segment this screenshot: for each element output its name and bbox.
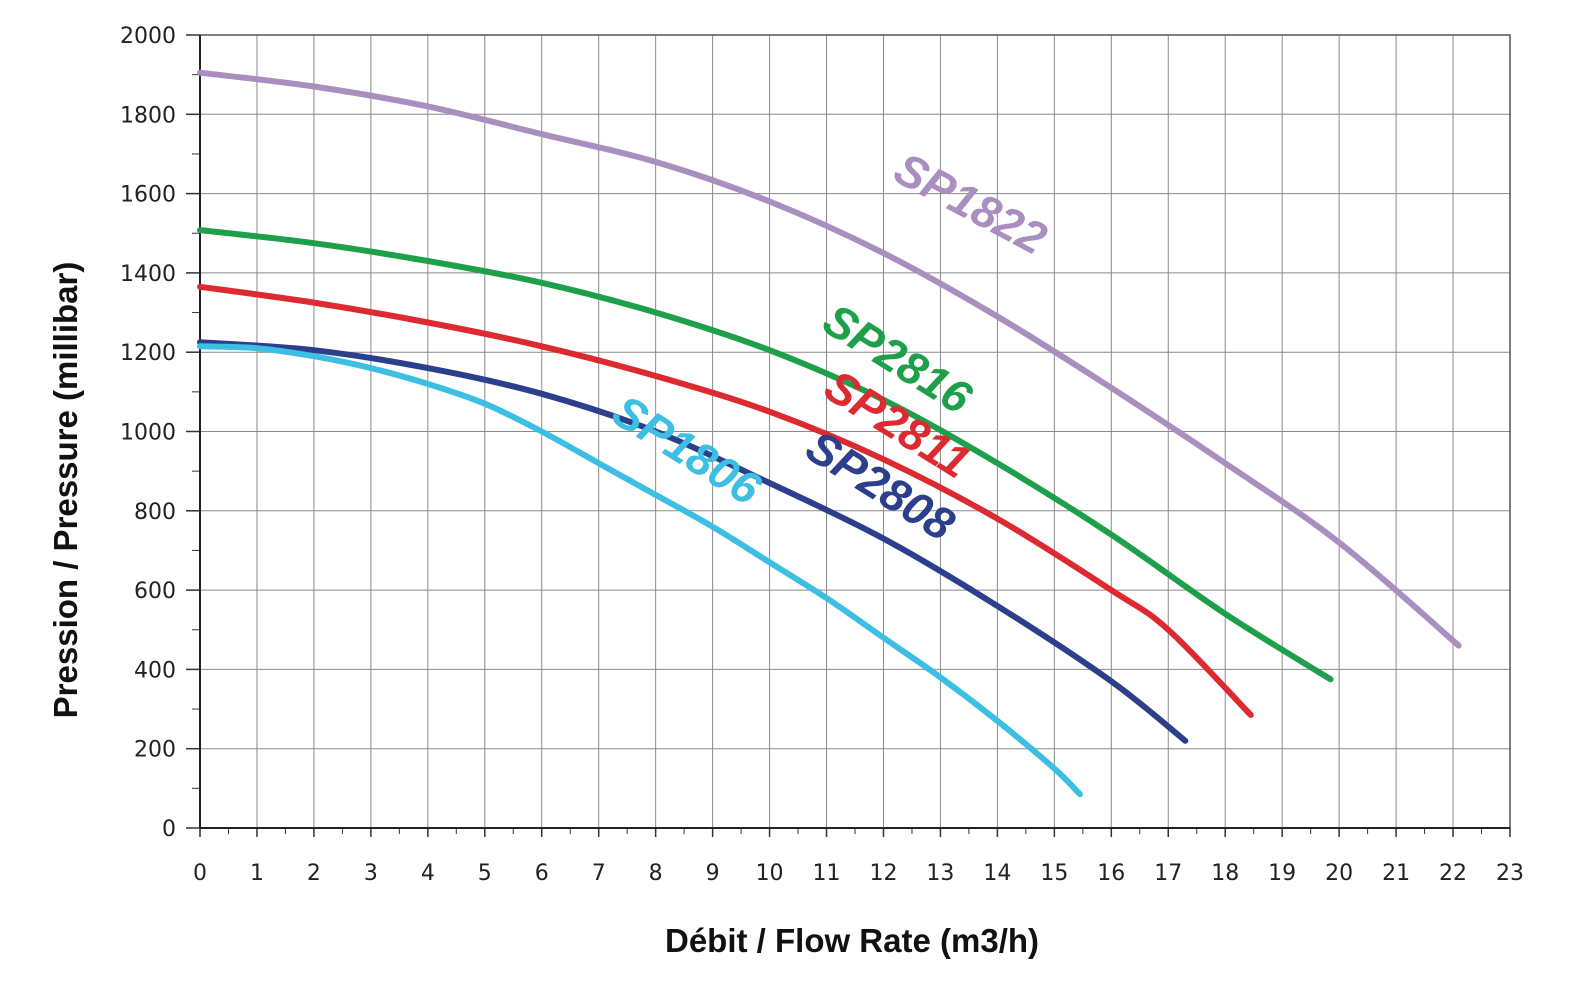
x-tick-label: 10: [756, 861, 784, 886]
y-tick-label: 400: [134, 658, 176, 683]
y-tick-label: 2000: [120, 24, 176, 49]
x-tick-label: 16: [1097, 861, 1125, 886]
y-tick-label: 800: [134, 500, 176, 525]
series-line-sp2816: [197, 227, 1334, 683]
series-line-sp1806: [197, 343, 1083, 798]
x-tick-label: 23: [1496, 861, 1524, 886]
y-tick-label: 200: [134, 738, 176, 763]
x-tick-label: 15: [1040, 861, 1068, 886]
y-tick-label: 1000: [120, 421, 176, 446]
x-tick-label: 12: [869, 861, 897, 886]
y-tick-label: 1800: [120, 103, 176, 128]
y-tick-label: 1200: [120, 341, 176, 366]
x-tick-label: 0: [193, 861, 207, 886]
x-tick-label: 18: [1211, 861, 1239, 886]
x-tick-label: 9: [706, 861, 720, 886]
y-tick-label: 1400: [120, 262, 176, 287]
ticks: 0 1 2 3 4 5 6 7 8 9 10 11 12 13 14 15 16 17 18 19 20 21 22 2302…: [120, 24, 1524, 886]
x-tick-label: 7: [592, 861, 606, 886]
x-tick-label: 17: [1154, 861, 1182, 886]
x-axis-title: Débit / Flow Rate (m3/h): [665, 922, 1039, 959]
series-line-sp2811: [197, 283, 1254, 718]
x-tick-label: 8: [649, 861, 663, 886]
x-tick-label: 13: [926, 861, 954, 886]
x-tick-label: 21: [1382, 861, 1410, 886]
y-tick-label: 600: [134, 579, 176, 604]
x-tick-label: 14: [983, 861, 1011, 886]
series-line-sp2808: [197, 339, 1189, 744]
x-tick-label: 1: [250, 861, 264, 886]
x-tick-label: 22: [1439, 861, 1467, 886]
x-tick-label: 19: [1268, 861, 1296, 886]
x-tick-label: 2: [307, 861, 321, 886]
series-line-sp1822: [197, 69, 1462, 649]
x-tick-label: 6: [535, 861, 549, 886]
y-tick-label: 1600: [120, 183, 176, 208]
x-tick-label: 4: [421, 861, 435, 886]
y-tick-label: 0: [162, 817, 176, 842]
y-axis-title: Pression / Pressure (millibar): [47, 262, 84, 719]
curves: [197, 69, 1462, 798]
axes: [199, 34, 1511, 829]
x-tick-label: 3: [364, 861, 378, 886]
x-tick-label: 5: [478, 861, 492, 886]
x-tick-label: 11: [813, 861, 841, 886]
x-tick-label: 20: [1325, 861, 1353, 886]
